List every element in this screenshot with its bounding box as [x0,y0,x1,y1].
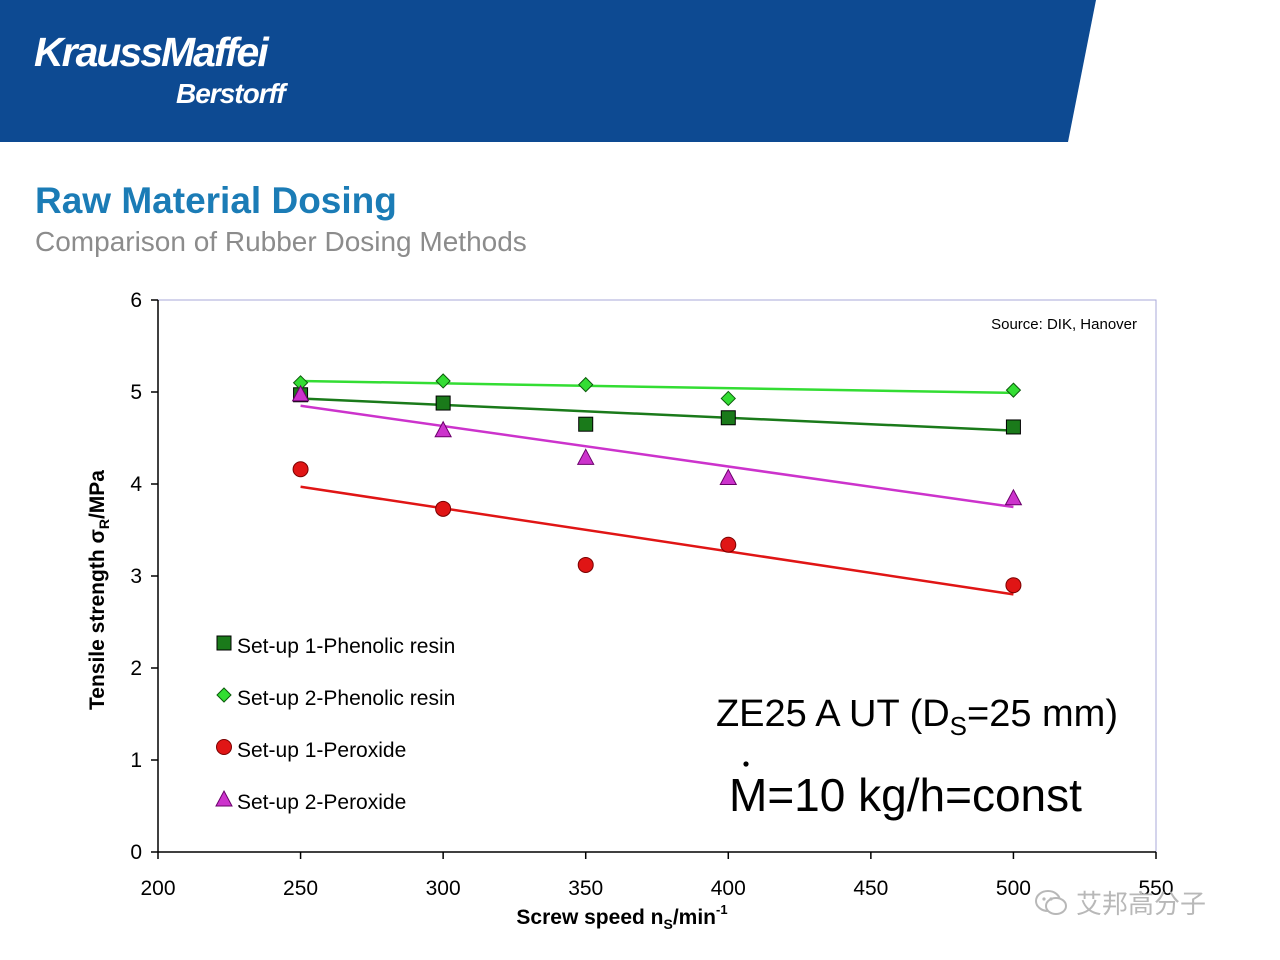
slide-subtitle: Comparison of Rubber Dosing Methods [35,226,527,257]
x-tick-label: 450 [853,877,888,900]
trend-line-series-3 [300,485,1014,596]
brand-logo-name: KraussMaffei [34,29,269,75]
trend-line-series-1 [300,397,1014,432]
y-tick-label: 2 [130,657,142,680]
data-point-series-2 [578,376,594,393]
x-tick-label: 550 [1138,877,1173,900]
trend-line-series-2 [300,379,1014,395]
x-axis-label-sup: -1 [716,902,728,917]
data-point-series-1 [720,410,736,426]
machine-annotation-end: =25 mm) [967,693,1118,735]
data-point-series-3 [292,461,309,478]
data-point-series-4 [1004,488,1023,506]
legend-label-series-1: Set-up 1-Phenolic resin [237,635,455,658]
throughput-dot-accent [743,761,749,767]
axes: 200 250 300 350 400 450 500 550 0 1 2 3 4 5 6 [130,289,1173,900]
data-point-series-2 [720,390,736,407]
y-tick-label: 0 [130,841,142,864]
slide-title: Raw Material Dosing [35,180,397,221]
data-point-series-4 [576,448,595,465]
y-axis-label: Tensile strength σR/MPa [86,470,112,710]
x-tick-label: 250 [283,877,318,900]
y-tick-label: 1 [130,749,142,772]
throughput-annotation: M=10 kg/h=const [729,769,1082,821]
header-banner [0,0,1096,142]
data-point-series-1 [578,416,594,432]
data-point-series-4 [291,384,310,402]
data-point-series-1 [1005,419,1021,435]
x-tick-label: 300 [426,877,461,900]
data-point-series-3 [577,556,594,573]
legend-label-series-2: Set-up 2-Phenolic resin [237,687,455,710]
x-tick-label: 400 [711,877,746,900]
data-point-series-3 [720,536,737,553]
x-axis-label: Screw speed nS/min-1 [516,902,727,932]
trend-line-series-4 [300,404,1014,509]
banner-background [0,0,1096,142]
legend-marker-series-4 [215,789,233,807]
x-tick-label: 200 [140,877,175,900]
data-points [291,373,1023,594]
y-tick-label: 4 [130,473,142,496]
legend-marker-series-1 [216,635,232,651]
watermark: 艾邦高分子 [1034,884,1206,921]
watermark-text: 艾邦高分子 [1076,890,1207,920]
x-axis-label-sub: S [663,916,672,932]
legend-marker-series-3 [216,739,232,755]
brand-logo-sub: Berstorff [176,78,286,109]
wechat-icon [1035,889,1067,915]
x-axis-label-main: Screw speed n [516,906,663,929]
machine-annotation-sub: S [950,711,967,741]
machine-annotation-main: ZE25 A UT (D [716,693,950,735]
y-axis-label-main: Tensile strength σ [86,529,109,710]
y-tick-label: 5 [130,381,142,404]
y-axis-label-sub: R [96,519,112,529]
x-tick-label: 350 [568,877,603,900]
legend-label-series-3: Set-up 1-Peroxide [237,739,406,762]
data-point-series-3 [1005,577,1022,594]
data-point-series-2 [1005,382,1022,398]
legend-marker-series-2 [216,687,232,703]
x-axis-label-unit: /min [673,906,716,929]
legend-label-series-4: Set-up 2-Peroxide [237,791,406,814]
data-point-series-4 [434,420,452,438]
source-note: Source: DIK, Hanover [991,316,1137,333]
data-point-series-3 [435,500,452,517]
data-point-series-2 [435,373,451,389]
machine-annotation: ZE25 A UT (DS=25 mm) [716,693,1118,741]
y-axis-label-unit: /MPa [86,470,109,519]
legend: Set-up 1-Phenolic resin Set-up 2-Phenolic… [215,635,455,814]
data-point-series-1 [435,395,451,411]
data-point-series-4 [719,468,738,486]
x-tick-label: 500 [996,877,1031,900]
y-tick-label: 3 [130,565,142,588]
trend-lines [300,379,1014,596]
y-tick-label: 6 [130,289,142,312]
